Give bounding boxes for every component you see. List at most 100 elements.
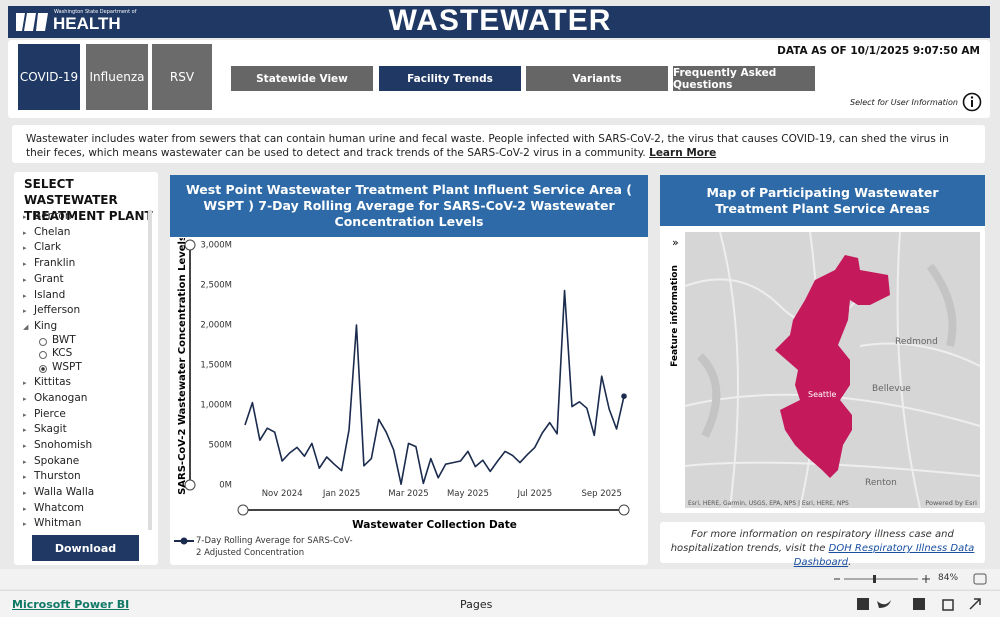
expand-caret[interactable]: ▸	[23, 291, 27, 300]
place-label: Renton	[865, 478, 897, 488]
expand-caret[interactable]: ▸	[23, 489, 27, 497]
plant-item[interactable]: Grant	[34, 272, 64, 285]
expand-caret[interactable]: ▸	[23, 426, 27, 435]
last-point	[621, 393, 627, 399]
expand-caret[interactable]: ▸	[23, 307, 27, 316]
plant-item[interactable]: Whatcom	[34, 501, 85, 514]
expand-caret[interactable]: ▸	[23, 260, 27, 269]
logo-text: HEALTH	[53, 14, 121, 33]
y-tick-label: 1,500M	[200, 361, 232, 371]
data-line	[244, 289, 625, 485]
powerbi-link[interactable]: Microsoft Power BI	[12, 598, 130, 611]
info-icon[interactable]	[962, 92, 982, 112]
zoom-slider[interactable]	[830, 571, 940, 587]
y-tick-label: 1,000M	[200, 401, 232, 411]
x-tick-label: May 2025	[447, 489, 489, 499]
fit-icon[interactable]	[973, 573, 987, 585]
site-item[interactable]: WSPT	[52, 360, 82, 373]
expand-caret[interactable]: ▸	[23, 457, 27, 466]
plant-item[interactable]: Chelan	[34, 225, 71, 238]
plant-panel	[14, 172, 158, 565]
plant-item[interactable]: Whitman	[34, 517, 82, 530]
plant-item[interactable]: Kittitas	[34, 376, 71, 389]
radio[interactable]	[39, 364, 47, 373]
plant-item[interactable]: Walla Walla	[34, 486, 95, 498]
logo-icon	[16, 13, 48, 31]
intro-text: Wastewater includes water from sewers th…	[26, 133, 949, 159]
expand-caret[interactable]: ▸	[23, 244, 27, 253]
expand-caret[interactable]: ▸	[23, 394, 27, 403]
map-powered-by[interactable]: Powered by Esri	[925, 499, 977, 507]
plant-item[interactable]: Benton	[34, 210, 72, 222]
legend-label[interactable]: 7-Day Rolling Average for SARS-CoV-2 Adj…	[196, 536, 353, 558]
y-slider-handle[interactable]	[184, 239, 196, 251]
plant-item[interactable]: Snohomish	[34, 438, 93, 451]
x-slider-handle[interactable]	[618, 504, 630, 516]
y-axis-label: SARS-CoV-2 Wastewater Concentration Leve…	[177, 238, 188, 495]
x-axis-label: Wastewater Collection Date	[352, 519, 517, 531]
place-label: Bellevue	[872, 384, 911, 394]
place-label: Seattle	[808, 390, 836, 399]
x-tick-label: Mar 2025	[388, 489, 428, 499]
plant-item[interactable]: Island	[34, 288, 66, 301]
site-item[interactable]: BWT	[52, 333, 76, 346]
chart-title: West Point Wastewater Treatment Plant In…	[170, 175, 648, 237]
nav-button[interactable]: Variants	[526, 66, 668, 91]
plant-item[interactable]: Okanogan	[34, 391, 88, 404]
dashboard-link[interactable]: DOH Respiratory Illness Data Dashboard	[793, 543, 975, 568]
learn-more-link[interactable]: Learn More	[649, 147, 717, 159]
plant-item[interactable]: Jefferson	[34, 304, 81, 317]
x-slider-handle[interactable]	[237, 504, 249, 516]
chart-panel	[170, 175, 648, 565]
tab[interactable]: RSV	[152, 44, 212, 110]
pages-button[interactable]: Pages	[460, 598, 493, 611]
plant-item[interactable]: King	[34, 319, 58, 332]
page-title: WASTEWATER	[388, 4, 612, 37]
map-title: Map of Participating Wastewater Treatmen…	[660, 175, 985, 226]
expand-caret[interactable]: ▸	[23, 520, 27, 529]
expand-caret[interactable]: ▸	[23, 441, 27, 450]
map-attribution: Esri, HERE, Garmin, USGS, EPA, NPS | Esr…	[688, 500, 849, 507]
zoom-bar	[0, 569, 1000, 589]
y-tick-label: 3,000M	[200, 241, 232, 251]
share-icons[interactable]	[855, 596, 990, 612]
plant-item[interactable]: Franklin	[34, 257, 76, 270]
map: » Feature information Redmond Bellevue S…	[670, 231, 981, 509]
legend-swatch	[174, 537, 194, 545]
nav-button[interactable]: Frequently Asked Questions	[673, 66, 815, 91]
footer	[0, 590, 1000, 617]
expand-caret[interactable]: ▸	[23, 473, 27, 482]
expand-caret[interactable]: ▸	[23, 275, 27, 284]
plant-item[interactable]: Clark	[34, 241, 62, 254]
expand-caret[interactable]: ▸	[23, 504, 27, 513]
expand-caret[interactable]: ▸	[23, 228, 27, 237]
expand-caret[interactable]: ▸	[23, 410, 27, 419]
nav-button[interactable]: Statewide View	[231, 66, 373, 91]
download-button[interactable]: Download	[32, 535, 139, 561]
scrollbar[interactable]	[148, 210, 152, 530]
nav-button[interactable]: Facility Trends	[379, 66, 521, 91]
expand-caret[interactable]: ▸	[23, 379, 27, 388]
radio[interactable]	[39, 351, 47, 360]
expand-caret[interactable]: ▸	[23, 213, 27, 221]
plant-item[interactable]: Pierce	[34, 407, 66, 420]
tab[interactable]: COVID-19	[18, 44, 80, 110]
expand-caret[interactable]: ◢	[23, 322, 29, 331]
y-slider-handle[interactable]	[184, 479, 196, 491]
site-item[interactable]: KCS	[52, 347, 73, 360]
data-as-of: DATA AS OF 10/1/2025 9:07:50 AM	[777, 45, 980, 57]
x-tick-label: Sep 2025	[582, 489, 622, 499]
y-tick-label: 2,000M	[200, 321, 232, 331]
plant-item[interactable]: Skagit	[34, 423, 67, 436]
plant-item[interactable]: Thurston	[34, 470, 81, 483]
service-area[interactable]	[775, 255, 890, 478]
user-info-label: Select for User Information	[850, 98, 958, 107]
plant-item[interactable]: Spokane	[34, 454, 80, 467]
header-bar	[8, 6, 990, 38]
tab[interactable]: Influenza	[86, 44, 148, 110]
radio[interactable]	[39, 337, 47, 346]
feature-info-label[interactable]: Feature information	[670, 265, 680, 367]
expand-icon[interactable]: »	[672, 236, 679, 249]
footnote-end: .	[848, 557, 852, 568]
